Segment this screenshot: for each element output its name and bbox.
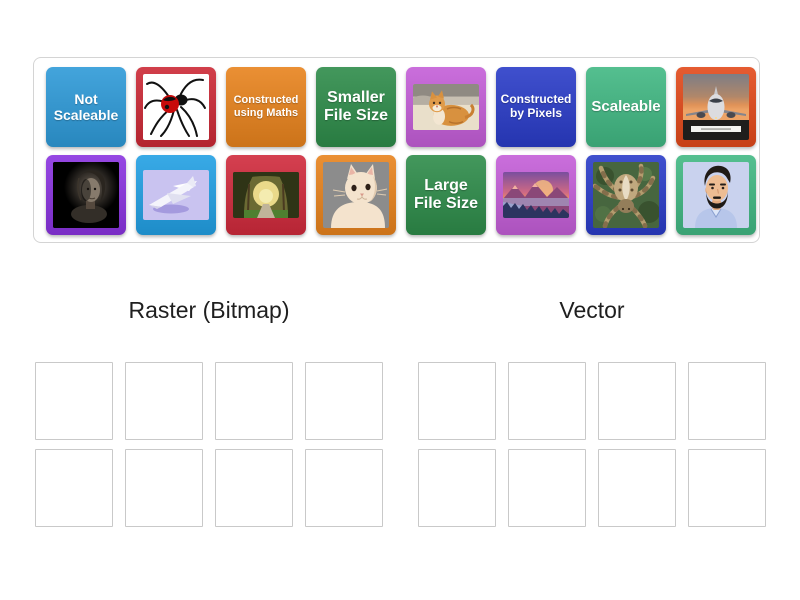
spider-macro-photo-image xyxy=(593,162,659,228)
drop-slot[interactable] xyxy=(305,449,383,527)
tile-constructed-by-pixels[interactable]: Constructed by Pixels xyxy=(496,67,576,147)
black-and-white-portrait-photo-image xyxy=(53,162,119,228)
tile-cream-cat-illustration[interactable] xyxy=(316,155,396,235)
group-title-raster-bitmap: Raster (Bitmap) xyxy=(128,297,290,323)
tile-large-file-size[interactable]: Large File Size xyxy=(406,155,486,235)
tile-scaleable[interactable]: Scaleable xyxy=(586,67,666,147)
tile-black-widow-spider-drawing[interactable] xyxy=(136,67,216,147)
mountain-sunset-illustration-image xyxy=(503,172,569,218)
group-vector-dropzone xyxy=(418,362,766,527)
drop-slot[interactable] xyxy=(508,362,586,440)
tile-forest-path-photo[interactable] xyxy=(226,155,306,235)
drop-slot[interactable] xyxy=(35,449,113,527)
bearded-man-illustration-image xyxy=(683,162,749,228)
drop-slot[interactable] xyxy=(125,362,203,440)
drop-slot[interactable] xyxy=(598,449,676,527)
drop-slot[interactable] xyxy=(418,449,496,527)
drop-slot[interactable] xyxy=(688,449,766,527)
tile-label: Scaleable xyxy=(591,98,661,116)
tile-label: Constructed using Maths xyxy=(233,94,299,119)
group-title-vector: Vector xyxy=(559,297,625,323)
tile-label: Smaller File Size xyxy=(323,88,389,124)
tile-smaller-file-size[interactable]: Smaller File Size xyxy=(316,67,396,147)
black-widow-spider-drawing-image xyxy=(143,74,209,140)
drop-slot[interactable] xyxy=(598,362,676,440)
airplane-front-photo-image xyxy=(683,74,749,140)
drop-slot[interactable] xyxy=(215,362,293,440)
tile-mountain-sunset-illustration[interactable] xyxy=(496,155,576,235)
tile-bank: Not Scaleable xyxy=(33,57,760,243)
tile-spider-macro-photo[interactable] xyxy=(586,155,666,235)
drop-slot[interactable] xyxy=(125,449,203,527)
drop-slot[interactable] xyxy=(508,449,586,527)
tile-airplane-photo[interactable] xyxy=(676,67,756,147)
tile-label: Constructed by Pixels xyxy=(500,92,572,120)
tile-constructed-using-maths[interactable]: Constructed using Maths xyxy=(226,67,306,147)
drop-slot[interactable] xyxy=(418,362,496,440)
drop-slot[interactable] xyxy=(688,362,766,440)
3d-airplane-render-image xyxy=(143,170,209,220)
tile-not-scaleable[interactable]: Not Scaleable xyxy=(46,67,126,147)
drop-slot[interactable] xyxy=(305,362,383,440)
cream-cat-illustration-image xyxy=(323,162,389,228)
forest-path-photo-image xyxy=(233,172,299,218)
ginger-cat-photo-image xyxy=(413,84,479,130)
tile-ginger-cat-photo[interactable] xyxy=(406,67,486,147)
tile-bearded-man-illustration[interactable] xyxy=(676,155,756,235)
tile-airplane-3d-render[interactable] xyxy=(136,155,216,235)
drop-slot[interactable] xyxy=(215,449,293,527)
drop-slot[interactable] xyxy=(35,362,113,440)
tile-label: Not Scaleable xyxy=(53,90,119,123)
tile-bw-portrait-photo[interactable] xyxy=(46,155,126,235)
group-raster-bitmap-dropzone xyxy=(35,362,383,527)
tile-label: Large File Size xyxy=(413,176,479,212)
